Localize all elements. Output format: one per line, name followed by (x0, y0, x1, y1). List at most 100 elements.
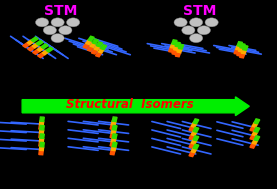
Polygon shape (172, 40, 177, 45)
Polygon shape (32, 43, 39, 48)
Polygon shape (189, 135, 195, 140)
Polygon shape (254, 136, 260, 141)
Polygon shape (189, 126, 195, 131)
Polygon shape (101, 45, 107, 50)
Polygon shape (40, 134, 44, 138)
Polygon shape (39, 147, 44, 150)
Polygon shape (191, 148, 197, 153)
Polygon shape (31, 37, 38, 42)
Circle shape (182, 26, 195, 35)
Polygon shape (175, 52, 181, 57)
Polygon shape (112, 117, 117, 122)
Polygon shape (39, 150, 43, 155)
FancyArrow shape (22, 97, 249, 116)
Polygon shape (234, 49, 239, 54)
Polygon shape (169, 47, 174, 52)
Polygon shape (36, 40, 43, 45)
Polygon shape (252, 131, 258, 136)
Polygon shape (110, 125, 115, 129)
Polygon shape (237, 42, 242, 46)
Polygon shape (252, 123, 258, 127)
Polygon shape (96, 42, 102, 47)
Text: STM: STM (183, 4, 216, 18)
Polygon shape (240, 53, 245, 58)
Polygon shape (37, 47, 44, 51)
Polygon shape (254, 127, 260, 132)
Polygon shape (110, 142, 115, 146)
Polygon shape (39, 125, 43, 129)
Polygon shape (112, 134, 117, 139)
Circle shape (197, 26, 211, 35)
Polygon shape (174, 46, 179, 50)
Polygon shape (39, 133, 43, 138)
Polygon shape (252, 140, 258, 144)
Polygon shape (39, 130, 44, 134)
Polygon shape (236, 46, 241, 50)
Polygon shape (193, 119, 199, 124)
Polygon shape (23, 43, 30, 48)
Polygon shape (237, 51, 242, 56)
Polygon shape (110, 133, 115, 138)
Polygon shape (92, 39, 98, 44)
Polygon shape (94, 46, 100, 50)
Circle shape (51, 34, 64, 43)
Circle shape (35, 18, 49, 27)
Polygon shape (41, 44, 48, 49)
Polygon shape (86, 40, 91, 44)
Polygon shape (40, 142, 44, 147)
Polygon shape (96, 52, 102, 57)
Polygon shape (83, 43, 89, 48)
Polygon shape (112, 125, 117, 130)
Circle shape (205, 18, 218, 27)
Polygon shape (250, 143, 256, 148)
Polygon shape (191, 140, 197, 144)
Polygon shape (191, 123, 197, 127)
Polygon shape (172, 50, 177, 55)
Polygon shape (91, 49, 98, 54)
Polygon shape (250, 126, 256, 131)
Polygon shape (238, 48, 243, 52)
Polygon shape (178, 44, 184, 49)
Polygon shape (111, 138, 116, 142)
Text: Structural  Isomers: Structural Isomers (66, 98, 194, 111)
Polygon shape (111, 146, 116, 151)
Polygon shape (40, 125, 44, 130)
Polygon shape (189, 143, 195, 148)
Polygon shape (46, 47, 53, 52)
Polygon shape (193, 127, 199, 132)
Polygon shape (111, 130, 116, 134)
Polygon shape (39, 121, 44, 125)
Polygon shape (193, 144, 199, 149)
Text: STM: STM (44, 4, 78, 18)
Polygon shape (33, 49, 40, 54)
Polygon shape (39, 142, 43, 146)
Polygon shape (42, 50, 49, 55)
Polygon shape (189, 152, 195, 157)
Polygon shape (27, 40, 34, 45)
Polygon shape (193, 136, 199, 141)
Polygon shape (177, 48, 182, 53)
Circle shape (51, 18, 64, 27)
Polygon shape (28, 46, 35, 51)
Polygon shape (98, 49, 104, 53)
Polygon shape (38, 53, 45, 58)
Circle shape (43, 26, 57, 35)
Circle shape (174, 18, 187, 27)
Polygon shape (110, 150, 115, 155)
Polygon shape (112, 142, 117, 147)
Polygon shape (254, 119, 260, 124)
Polygon shape (240, 43, 245, 48)
Polygon shape (250, 135, 256, 140)
Polygon shape (40, 117, 44, 122)
Polygon shape (111, 121, 116, 125)
Polygon shape (191, 131, 197, 136)
Circle shape (189, 18, 203, 27)
Polygon shape (39, 138, 44, 142)
Polygon shape (241, 50, 246, 54)
Polygon shape (88, 36, 94, 41)
Polygon shape (87, 46, 93, 51)
Circle shape (189, 34, 203, 43)
Polygon shape (243, 45, 248, 50)
Polygon shape (90, 43, 96, 47)
Polygon shape (175, 42, 180, 47)
